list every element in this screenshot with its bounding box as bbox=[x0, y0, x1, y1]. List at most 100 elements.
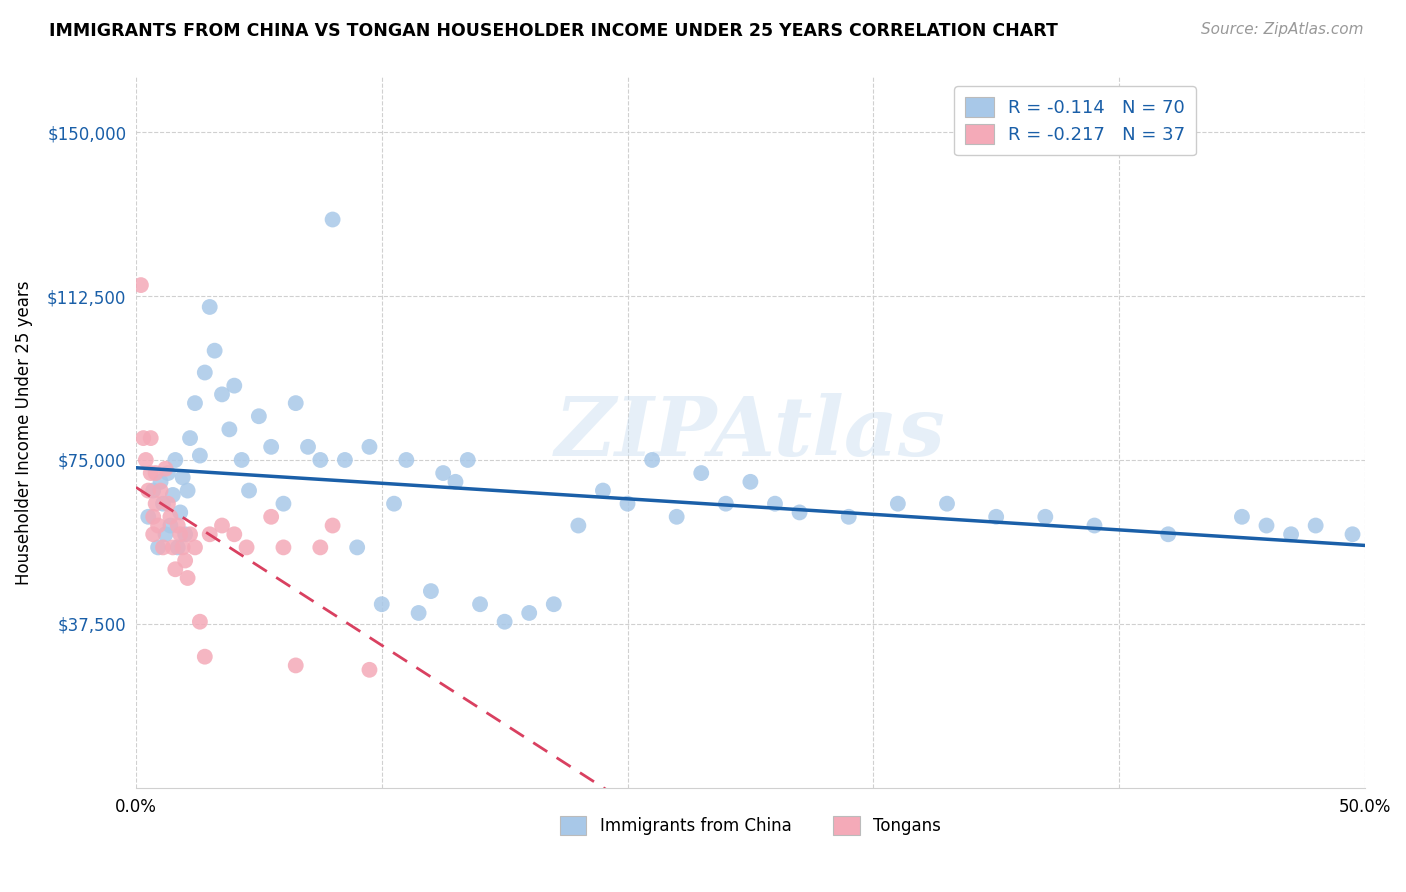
Point bbox=[322, 212, 344, 227]
Point bbox=[247, 409, 270, 424]
Point bbox=[333, 453, 356, 467]
Point bbox=[371, 597, 394, 611]
Point bbox=[322, 518, 344, 533]
Text: IMMIGRANTS FROM CHINA VS TONGAN HOUSEHOLDER INCOME UNDER 25 YEARS CORRELATION CH: IMMIGRANTS FROM CHINA VS TONGAN HOUSEHOL… bbox=[49, 22, 1059, 40]
Point bbox=[139, 466, 162, 480]
Point bbox=[284, 396, 307, 410]
Point bbox=[887, 497, 910, 511]
Point bbox=[211, 387, 233, 401]
Point bbox=[188, 449, 211, 463]
Point bbox=[139, 431, 162, 445]
Point bbox=[142, 483, 165, 498]
Point bbox=[218, 422, 240, 436]
Point bbox=[132, 431, 155, 445]
Point bbox=[211, 518, 233, 533]
Point bbox=[224, 527, 246, 541]
Point bbox=[273, 541, 295, 555]
Point bbox=[174, 553, 197, 567]
Text: ZIPAtlas: ZIPAtlas bbox=[555, 392, 946, 473]
Point bbox=[169, 505, 191, 519]
Point bbox=[444, 475, 467, 489]
Point bbox=[1305, 518, 1327, 533]
Point bbox=[145, 466, 167, 480]
Point bbox=[359, 440, 381, 454]
Point bbox=[238, 483, 260, 498]
Point bbox=[260, 440, 283, 454]
Point bbox=[146, 518, 169, 533]
Point bbox=[641, 453, 664, 467]
Point bbox=[145, 497, 167, 511]
Point bbox=[763, 497, 786, 511]
Point bbox=[382, 497, 405, 511]
Point bbox=[172, 470, 194, 484]
Point bbox=[179, 431, 201, 445]
Point bbox=[273, 497, 295, 511]
Point bbox=[235, 541, 257, 555]
Y-axis label: Householder Income Under 25 years: Householder Income Under 25 years bbox=[15, 280, 32, 585]
Point bbox=[690, 466, 713, 480]
Point bbox=[494, 615, 516, 629]
Point bbox=[297, 440, 319, 454]
Point bbox=[184, 396, 207, 410]
Point bbox=[1256, 518, 1278, 533]
Point bbox=[142, 509, 165, 524]
Point bbox=[142, 527, 165, 541]
Point bbox=[714, 497, 737, 511]
Point bbox=[457, 453, 479, 467]
Point bbox=[176, 571, 198, 585]
Point bbox=[616, 497, 638, 511]
Point bbox=[165, 562, 187, 576]
Point bbox=[789, 505, 811, 519]
Point bbox=[172, 541, 194, 555]
Point bbox=[346, 541, 368, 555]
Point bbox=[155, 527, 177, 541]
Point bbox=[146, 541, 169, 555]
Legend: Immigrants from China, Tongans: Immigrants from China, Tongans bbox=[551, 808, 949, 844]
Point bbox=[204, 343, 226, 358]
Point bbox=[838, 509, 860, 524]
Point bbox=[162, 488, 184, 502]
Point bbox=[149, 483, 172, 498]
Point bbox=[135, 453, 157, 467]
Point bbox=[468, 597, 491, 611]
Point bbox=[129, 278, 152, 293]
Point bbox=[419, 584, 441, 599]
Point bbox=[1157, 527, 1180, 541]
Point bbox=[665, 509, 688, 524]
Point bbox=[159, 518, 181, 533]
Point bbox=[1230, 509, 1253, 524]
Point bbox=[936, 497, 959, 511]
Point bbox=[149, 475, 172, 489]
Point bbox=[260, 509, 283, 524]
Point bbox=[166, 541, 188, 555]
Point bbox=[517, 606, 540, 620]
Point bbox=[432, 466, 454, 480]
Point bbox=[543, 597, 565, 611]
Point bbox=[309, 453, 332, 467]
Point bbox=[224, 378, 246, 392]
Point bbox=[136, 483, 159, 498]
Point bbox=[159, 509, 181, 524]
Point bbox=[184, 541, 207, 555]
Point bbox=[309, 541, 332, 555]
Point bbox=[284, 658, 307, 673]
Point bbox=[152, 497, 174, 511]
Point bbox=[176, 483, 198, 498]
Point bbox=[169, 527, 191, 541]
Point bbox=[194, 649, 217, 664]
Point bbox=[1341, 527, 1364, 541]
Point bbox=[1033, 509, 1056, 524]
Point bbox=[188, 615, 211, 629]
Point bbox=[194, 366, 217, 380]
Point bbox=[592, 483, 614, 498]
Point bbox=[156, 466, 179, 480]
Point bbox=[198, 300, 221, 314]
Point bbox=[198, 527, 221, 541]
Point bbox=[155, 461, 177, 475]
Point bbox=[165, 453, 187, 467]
Point bbox=[740, 475, 762, 489]
Point bbox=[408, 606, 430, 620]
Point bbox=[166, 518, 188, 533]
Point bbox=[231, 453, 253, 467]
Point bbox=[359, 663, 381, 677]
